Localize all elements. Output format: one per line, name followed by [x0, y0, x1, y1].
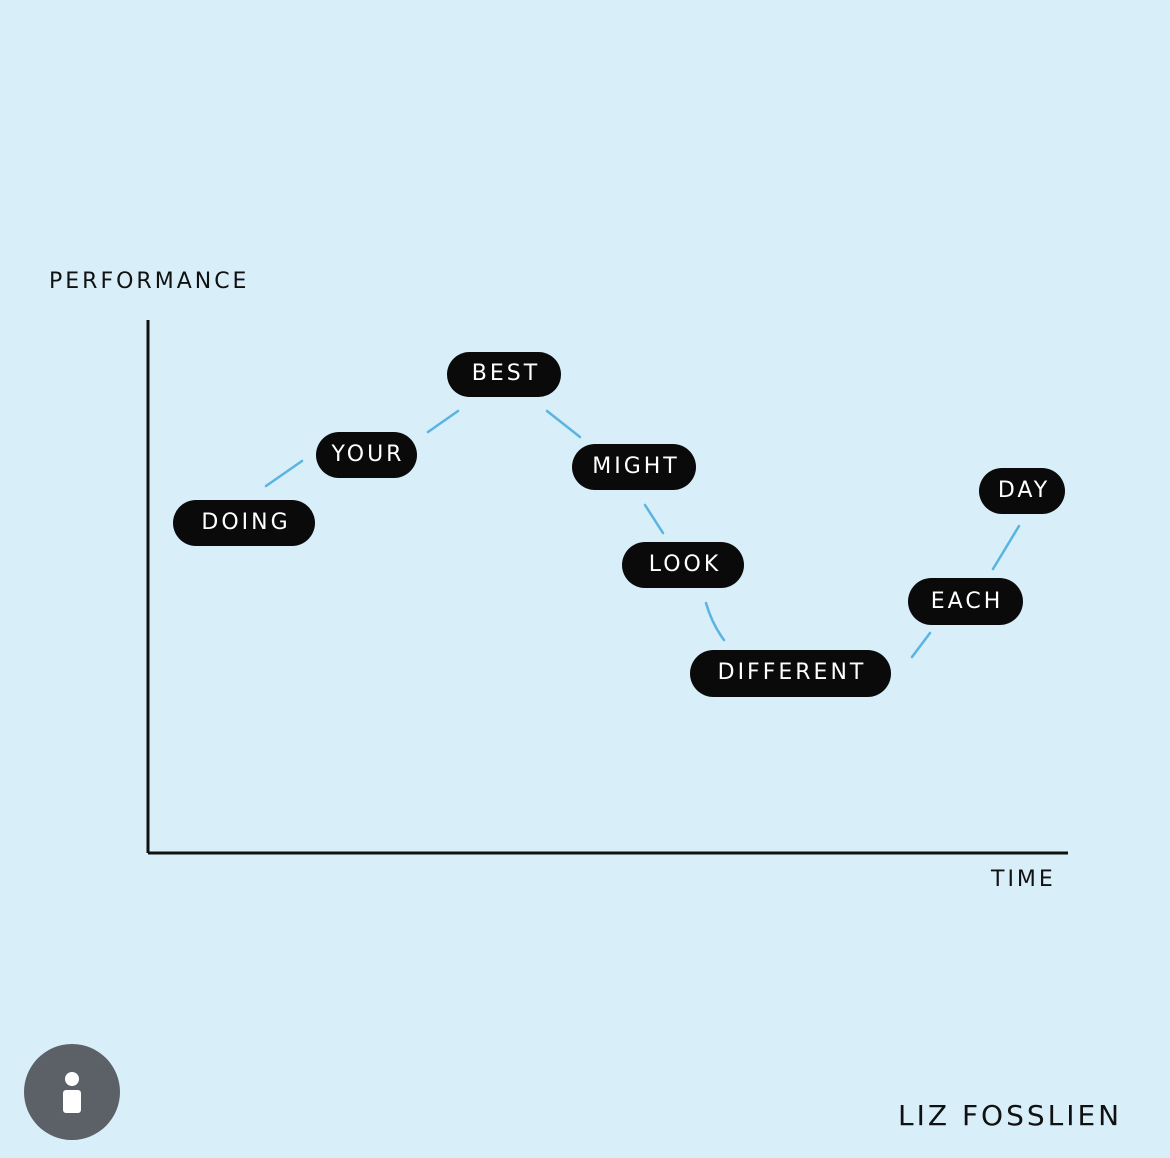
- connector: [704, 601, 726, 642]
- word-pill: LOOK: [622, 542, 744, 588]
- word: DOING: [201, 510, 290, 535]
- word-pill: DIFFERENT: [690, 650, 891, 697]
- word: LOOK: [649, 552, 722, 577]
- connectors: [264, 409, 1021, 659]
- connector: [426, 409, 460, 434]
- word-pill: DAY: [979, 468, 1065, 514]
- info-button[interactable]: [24, 1044, 120, 1140]
- word: DAY: [998, 478, 1050, 503]
- connector: [643, 503, 665, 535]
- connector: [264, 459, 304, 488]
- word: BEST: [472, 361, 540, 386]
- connector: [910, 631, 932, 659]
- credit: LIZ FOSSLIEN: [898, 1099, 1122, 1132]
- word-pill: DOING: [173, 500, 315, 546]
- connector: [545, 409, 582, 439]
- word: EACH: [931, 589, 1003, 614]
- word-pill: BEST: [447, 352, 561, 397]
- word-pill: EACH: [908, 578, 1023, 625]
- word: MIGHT: [592, 454, 680, 479]
- x-axis-label: TIME: [990, 867, 1056, 892]
- y-axis-label: PERFORMANCE: [49, 269, 249, 294]
- word: DIFFERENT: [718, 660, 867, 685]
- connector: [991, 524, 1021, 571]
- word: YOUR: [331, 442, 405, 467]
- word-pill: YOUR: [316, 432, 417, 478]
- word-pill: MIGHT: [572, 444, 696, 490]
